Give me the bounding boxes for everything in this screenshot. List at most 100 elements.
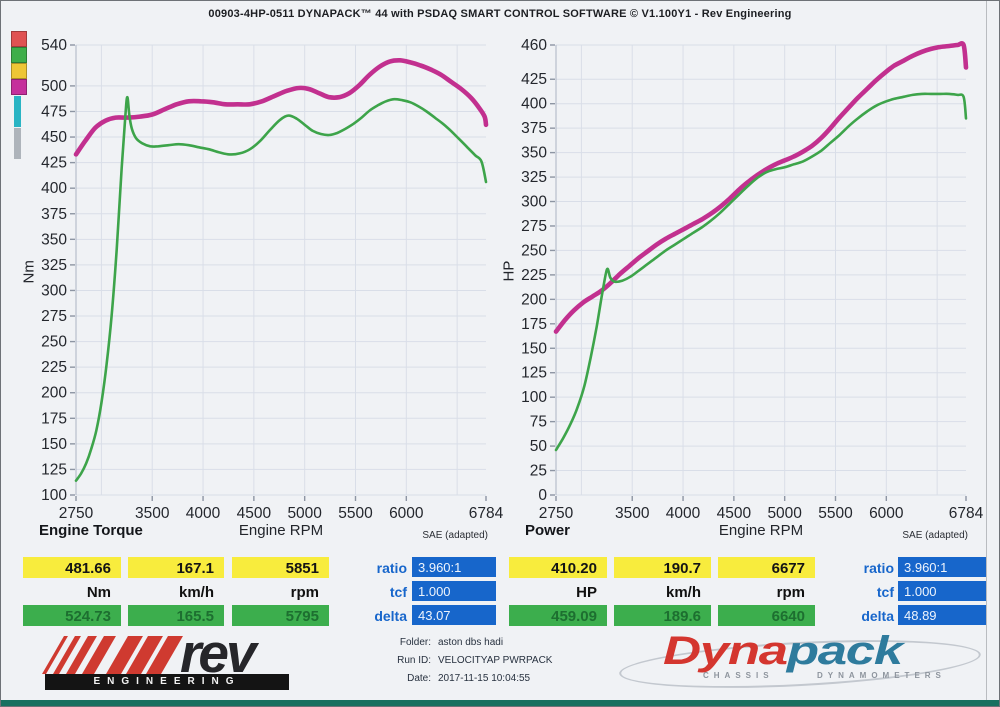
tcf-label-2: tcf bbox=[876, 584, 894, 600]
speed-unit-2: km/h bbox=[665, 584, 701, 601]
y-tick-label: 100 bbox=[521, 389, 547, 406]
scan-edge-line bbox=[986, 1, 987, 706]
run-color-swatch bbox=[11, 47, 27, 63]
y-tick-label: 225 bbox=[41, 359, 67, 376]
folder-value: aston dbs hadi bbox=[438, 637, 504, 648]
x-tick-label: 5500 bbox=[818, 505, 853, 522]
delta-label: delta bbox=[374, 608, 407, 624]
y-tick-label: 150 bbox=[41, 436, 67, 453]
y-tick-label: 475 bbox=[41, 103, 67, 120]
dynapack-wordmark-dyna: Dyna bbox=[663, 629, 788, 673]
speed-unit: km/h bbox=[178, 584, 214, 601]
y-tick-label: 275 bbox=[41, 308, 67, 325]
torque-chart-title: Engine Torque bbox=[39, 522, 143, 539]
y-tick-label: 425 bbox=[41, 155, 67, 172]
y-tick-label: 175 bbox=[41, 410, 67, 427]
y-tick-label: 460 bbox=[521, 37, 547, 54]
torque-ref-value: 524.73 bbox=[23, 605, 121, 626]
report-header-title: 00903-4HP-0511 DYNAPACK™ 44 with PSDAQ S… bbox=[208, 8, 792, 20]
rpm-unit: rpm bbox=[290, 584, 319, 601]
y-tick-label: 25 bbox=[530, 463, 547, 480]
run-color-swatch bbox=[11, 63, 27, 79]
run-color-swatch bbox=[11, 31, 27, 47]
ratio-value-2: 3.960:1 bbox=[898, 557, 986, 577]
x-tick-label: 5000 bbox=[767, 505, 802, 522]
y-tick-label: 250 bbox=[41, 334, 67, 351]
y-tick-label: 50 bbox=[530, 438, 548, 455]
y-tick-label: 75 bbox=[530, 414, 547, 431]
date-value: 2017-11-15 10:04:55 bbox=[438, 673, 531, 684]
run-color-swatch bbox=[11, 79, 27, 95]
y-tick-label: 125 bbox=[41, 461, 67, 478]
rev-logo-wordmark: rev bbox=[180, 622, 257, 684]
y-tick-label: 425 bbox=[521, 71, 547, 88]
y-tick-label: 540 bbox=[41, 37, 67, 54]
torque-yaxis-label: Nm bbox=[20, 260, 38, 284]
y-tick-label: 400 bbox=[41, 180, 67, 197]
power-run-magenta bbox=[553, 41, 969, 334]
y-tick-label: 350 bbox=[521, 145, 547, 162]
rpm-unit-2: rpm bbox=[776, 584, 805, 601]
power-ref-value: 459.09 bbox=[509, 605, 607, 626]
dynapack-wordmark-pack: pack bbox=[786, 629, 903, 673]
x-tick-label: 5500 bbox=[338, 505, 373, 522]
y-tick-label: 325 bbox=[521, 169, 547, 186]
y-tick-label: 375 bbox=[521, 120, 547, 137]
x-tick-label: 3500 bbox=[135, 505, 170, 522]
torque-peak-value: 481.66 bbox=[23, 557, 121, 578]
torque-sae-note: SAE (adapted) bbox=[422, 530, 488, 541]
delta-value-2: 48.89 bbox=[898, 605, 986, 625]
x-tick-label: 3500 bbox=[615, 505, 650, 522]
y-tick-label: 125 bbox=[521, 365, 547, 382]
run-info-folder-row: Folder: aston dbs hadi bbox=[351, 637, 503, 648]
run-info-date-row: Date: 2017-11-15 10:04:55 bbox=[351, 673, 530, 684]
y-tick-label: 500 bbox=[41, 78, 67, 95]
run-id-value: VELOCITYAP PWRPACK bbox=[438, 655, 553, 666]
torque-peak-rpm: 5851 bbox=[232, 557, 329, 578]
y-tick-label: 0 bbox=[538, 487, 547, 504]
run-color-bar bbox=[14, 128, 21, 159]
run-id-label: Run ID: bbox=[397, 655, 431, 666]
power-xaxis-label: Engine RPM bbox=[718, 522, 804, 539]
rev-engineering-logo: rev ENGINEERING bbox=[37, 622, 313, 695]
tcf-label: tcf bbox=[389, 584, 407, 600]
folder-label: Folder: bbox=[399, 637, 431, 648]
x-tick-label: 4000 bbox=[186, 505, 221, 522]
ratio-value: 3.960:1 bbox=[412, 557, 496, 577]
x-tick-label: 2750 bbox=[539, 505, 574, 522]
x-tick-label: 6000 bbox=[389, 505, 424, 522]
y-tick-label: 175 bbox=[521, 316, 547, 333]
ratio-label-2: ratio bbox=[863, 560, 894, 576]
power-yaxis-label: HP bbox=[500, 260, 518, 282]
torque-peak-speed: 167.1 bbox=[128, 557, 224, 578]
power-peak-speed: 190.7 bbox=[614, 557, 711, 578]
torque-xaxis-label: Engine RPM bbox=[238, 522, 324, 539]
ratio-label: ratio bbox=[376, 560, 407, 576]
x-tick-label: 4500 bbox=[237, 505, 272, 522]
delta-label-2: delta bbox=[861, 608, 894, 624]
torque-ref-rpm: 5795 bbox=[232, 605, 329, 626]
y-tick-label: 300 bbox=[521, 194, 547, 211]
torque-run-magenta bbox=[73, 57, 489, 157]
y-tick-label: 200 bbox=[521, 291, 547, 308]
x-tick-label: 6784 bbox=[949, 505, 984, 522]
x-tick-label: 5000 bbox=[287, 505, 322, 522]
delta-value: 43.07 bbox=[412, 605, 496, 625]
x-tick-label: 4500 bbox=[717, 505, 752, 522]
x-tick-label: 4000 bbox=[666, 505, 701, 522]
power-sae-note: SAE (adapted) bbox=[902, 530, 968, 541]
power-peak-value: 410.20 bbox=[509, 557, 607, 578]
x-tick-label: 2750 bbox=[59, 505, 94, 522]
tcf-value-2: 1.000 bbox=[898, 581, 986, 601]
date-label: Date: bbox=[407, 673, 431, 684]
y-tick-label: 150 bbox=[521, 340, 547, 357]
power-ref-speed: 189.6 bbox=[614, 605, 711, 626]
torque-ref-speed: 165.5 bbox=[128, 605, 224, 626]
y-tick-label: 375 bbox=[41, 206, 67, 223]
y-tick-label: 225 bbox=[521, 267, 547, 284]
y-tick-label: 300 bbox=[41, 282, 67, 299]
run-info-runid-row: Run ID: VELOCITYAP PWRPACK bbox=[351, 655, 552, 666]
y-tick-label: 450 bbox=[41, 129, 67, 146]
